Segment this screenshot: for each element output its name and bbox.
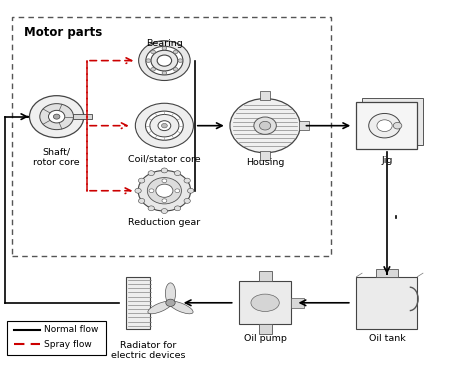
Text: Bearing: Bearing xyxy=(146,39,183,48)
Circle shape xyxy=(138,41,190,81)
Circle shape xyxy=(377,120,392,131)
Circle shape xyxy=(175,189,180,192)
Circle shape xyxy=(162,179,167,183)
Text: Housing: Housing xyxy=(246,158,284,167)
Bar xyxy=(260,151,270,160)
Circle shape xyxy=(254,117,276,134)
Circle shape xyxy=(138,178,145,183)
Circle shape xyxy=(54,114,60,119)
Text: Motor parts: Motor parts xyxy=(24,26,102,39)
Bar xyxy=(356,277,417,329)
Circle shape xyxy=(162,46,167,50)
Circle shape xyxy=(158,121,171,131)
Circle shape xyxy=(157,55,172,66)
Bar xyxy=(362,98,423,145)
Text: Spray flow: Spray flow xyxy=(44,340,92,349)
Circle shape xyxy=(135,188,141,193)
Ellipse shape xyxy=(148,301,172,314)
Circle shape xyxy=(151,50,178,71)
Circle shape xyxy=(173,50,178,54)
Text: Shaft/
rotor core: Shaft/ rotor core xyxy=(33,147,80,167)
Circle shape xyxy=(156,184,173,197)
Circle shape xyxy=(230,99,300,153)
Text: Radiator for
electric devices: Radiator for electric devices xyxy=(111,341,185,360)
Circle shape xyxy=(146,46,183,75)
Circle shape xyxy=(149,189,154,192)
Circle shape xyxy=(393,123,402,129)
Bar xyxy=(239,281,291,325)
Circle shape xyxy=(188,188,194,193)
Bar xyxy=(376,269,398,277)
Circle shape xyxy=(146,111,183,140)
Text: Jig: Jig xyxy=(381,156,392,165)
Circle shape xyxy=(184,178,191,183)
Circle shape xyxy=(146,59,151,63)
Bar xyxy=(73,114,92,119)
Circle shape xyxy=(138,170,191,211)
Text: Normal flow: Normal flow xyxy=(44,325,99,335)
Circle shape xyxy=(151,68,155,71)
Bar xyxy=(8,321,106,355)
Circle shape xyxy=(184,198,191,204)
Text: Oil pump: Oil pump xyxy=(244,333,287,343)
Circle shape xyxy=(174,171,181,176)
Circle shape xyxy=(161,209,167,213)
Circle shape xyxy=(369,113,401,138)
Circle shape xyxy=(173,68,178,71)
Circle shape xyxy=(162,123,167,128)
Ellipse shape xyxy=(251,294,279,311)
Circle shape xyxy=(174,206,181,211)
Bar xyxy=(260,91,270,100)
Bar xyxy=(299,121,309,130)
Circle shape xyxy=(259,121,271,130)
Circle shape xyxy=(48,110,65,123)
Circle shape xyxy=(151,50,155,54)
Circle shape xyxy=(136,103,193,148)
Circle shape xyxy=(162,199,167,202)
Circle shape xyxy=(166,299,175,307)
Ellipse shape xyxy=(165,283,176,304)
Bar xyxy=(291,298,304,308)
Circle shape xyxy=(148,171,155,176)
Text: Coil/stator core: Coil/stator core xyxy=(128,155,201,164)
Circle shape xyxy=(161,168,167,173)
Bar xyxy=(126,277,150,329)
Circle shape xyxy=(148,206,155,211)
Circle shape xyxy=(178,59,182,63)
Text: Oil tank: Oil tank xyxy=(368,333,405,343)
Bar xyxy=(258,271,272,281)
Circle shape xyxy=(40,104,73,130)
Circle shape xyxy=(162,71,167,75)
Bar xyxy=(258,325,272,334)
Ellipse shape xyxy=(169,301,193,314)
Circle shape xyxy=(147,178,182,204)
Circle shape xyxy=(29,96,84,138)
Circle shape xyxy=(150,114,179,137)
Text: Reduction gear: Reduction gear xyxy=(128,218,201,227)
Bar xyxy=(356,102,417,149)
Circle shape xyxy=(138,198,145,204)
